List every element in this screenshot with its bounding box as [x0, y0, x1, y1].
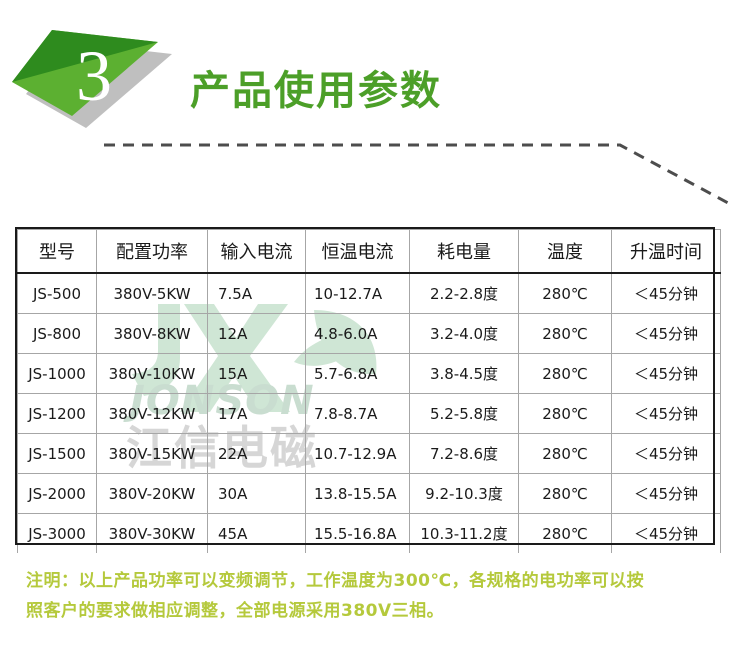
cell-consumption: 10.3-11.2度: [409, 513, 519, 553]
cell-constant-current: 15.5-16.8A: [305, 513, 410, 553]
badge-shape-icon: [12, 30, 172, 128]
cell-input-current: 15A: [207, 353, 306, 394]
cell-input-current: 30A: [207, 473, 306, 514]
cell-model: JS-1000: [17, 353, 97, 394]
cell-heatup-time: ＜45分钟: [611, 513, 721, 553]
cell-heatup-time: ＜45分钟: [611, 353, 721, 394]
cell-model: JS-1200: [17, 393, 97, 434]
table-row: JS-800 380V-8KW 12A 4.8-6.0A 3.2-4.0度 28…: [17, 313, 721, 354]
cell-constant-current: 7.8-8.7A: [305, 393, 410, 434]
cell-power: 380V-10KW: [96, 353, 208, 394]
cell-heatup-time: ＜45分钟: [611, 393, 721, 434]
cell-temperature: 280℃: [518, 433, 612, 474]
cell-model: JS-1500: [17, 433, 97, 474]
cell-temperature: 280℃: [518, 393, 612, 434]
footer-note-line-2: 照客户的要求做相应调整，全部电源采用380V三相。: [26, 601, 445, 621]
cell-consumption: 5.2-5.8度: [409, 393, 519, 434]
table-row: JS-1000 380V-10KW 15A 5.7-6.8A 3.8-4.5度 …: [17, 353, 721, 394]
table-row: JS-500 380V-5KW 7.5A 10-12.7A 2.2-2.8度 2…: [17, 272, 721, 314]
column-header-model: 型号: [17, 229, 97, 274]
column-header-constant-current: 恒温电流: [305, 229, 410, 274]
cell-consumption: 7.2-8.6度: [409, 433, 519, 474]
cell-input-current: 12A: [207, 313, 306, 354]
cell-temperature: 280℃: [518, 272, 612, 314]
cell-consumption: 2.2-2.8度: [409, 272, 519, 314]
cell-power: 380V-5KW: [96, 272, 208, 314]
cell-constant-current: 10-12.7A: [305, 272, 410, 314]
footer-note-line-1: 注明：以上产品功率可以变频调节，工作温度为300℃，各规格的电功率可以按: [26, 571, 645, 591]
cell-model: JS-500: [17, 272, 97, 314]
cell-constant-current: 13.8-15.5A: [305, 473, 410, 514]
column-header-input-current: 输入电流: [207, 229, 306, 274]
cell-heatup-time: ＜45分钟: [611, 272, 721, 314]
cell-input-current: 7.5A: [207, 272, 306, 314]
table-row: JS-2000 380V-20KW 30A 13.8-15.5A 9.2-10.…: [17, 473, 721, 514]
cell-model: JS-2000: [17, 473, 97, 514]
specification-table: 型号 配置功率 输入电流 恒温电流 耗电量 温度 升温时间 JS-500 380…: [17, 229, 721, 553]
footer-note: 注明：以上产品功率可以变频调节，工作温度为300℃，各规格的电功率可以按 照客户…: [26, 566, 716, 626]
table-row: JS-3000 380V-30KW 45A 15.5-16.8A 10.3-11…: [17, 513, 721, 553]
cell-consumption: 3.2-4.0度: [409, 313, 519, 354]
column-header-heatup-time: 升温时间: [611, 229, 721, 274]
cell-constant-current: 5.7-6.8A: [305, 353, 410, 394]
cell-constant-current: 4.8-6.0A: [305, 313, 410, 354]
page-header: 3 产品使用参数: [0, 0, 730, 215]
cell-power: 380V-30KW: [96, 513, 208, 553]
column-header-power: 配置功率: [96, 229, 208, 274]
divider-dashed-line: [104, 143, 730, 206]
cell-heatup-time: ＜45分钟: [611, 473, 721, 514]
cell-temperature: 280℃: [518, 513, 612, 553]
cell-power: 380V-20KW: [96, 473, 208, 514]
cell-input-current: 45A: [207, 513, 306, 553]
cell-power: 380V-12KW: [96, 393, 208, 434]
cell-input-current: 22A: [207, 433, 306, 474]
cell-power: 380V-8KW: [96, 313, 208, 354]
cell-temperature: 280℃: [518, 313, 612, 354]
cell-consumption: 9.2-10.3度: [409, 473, 519, 514]
column-header-temperature: 温度: [518, 229, 612, 274]
table-row: JS-1500 380V-15KW 22A 10.7-12.9A 7.2-8.6…: [17, 433, 721, 474]
cell-heatup-time: ＜45分钟: [611, 433, 721, 474]
cell-model: JS-3000: [17, 513, 97, 553]
cell-temperature: 280℃: [518, 353, 612, 394]
column-header-consumption: 耗电量: [409, 229, 519, 274]
cell-heatup-time: ＜45分钟: [611, 313, 721, 354]
cell-temperature: 280℃: [518, 473, 612, 514]
cell-model: JS-800: [17, 313, 97, 354]
table-header-row: 型号 配置功率 输入电流 恒温电流 耗电量 温度 升温时间: [17, 229, 721, 274]
table-row: JS-1200 380V-12KW 17A 7.8-8.7A 5.2-5.8度 …: [17, 393, 721, 434]
cell-consumption: 3.8-4.5度: [409, 353, 519, 394]
cell-power: 380V-15KW: [96, 433, 208, 474]
cell-input-current: 17A: [207, 393, 306, 434]
page-title: 产品使用参数: [190, 68, 442, 114]
cell-constant-current: 10.7-12.9A: [305, 433, 410, 474]
